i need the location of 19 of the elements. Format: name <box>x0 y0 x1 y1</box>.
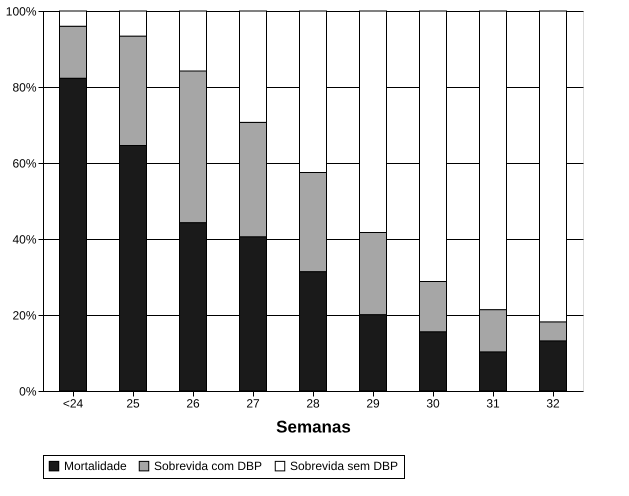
x-tick-label: 27 <box>246 396 260 410</box>
y-tick-label: 60% <box>12 156 37 170</box>
x-tick-label: <24 <box>62 396 84 410</box>
legend-label: Mortalidade <box>64 459 128 474</box>
y-tick-label: 80% <box>12 80 37 94</box>
x-tick-label: 26 <box>186 396 200 410</box>
x-tick-label: 31 <box>486 396 500 410</box>
x-tick-label: 30 <box>426 396 440 410</box>
legend-label: Sobrevida sem DBP <box>290 459 398 474</box>
y-tick-label: 100% <box>6 4 37 18</box>
y-tick-label: 40% <box>12 232 37 246</box>
y-tick-label: 0% <box>19 384 37 398</box>
x-tick-label: 28 <box>306 396 320 410</box>
x-tick-label: 32 <box>546 396 560 410</box>
legend-label: Sobrevida com DBP <box>154 459 262 474</box>
y-tick-label: 20% <box>12 308 37 322</box>
x-tick-label: 25 <box>126 396 140 410</box>
x-tick-label: 29 <box>366 396 380 410</box>
x-axis-title: Semanas <box>276 418 351 436</box>
